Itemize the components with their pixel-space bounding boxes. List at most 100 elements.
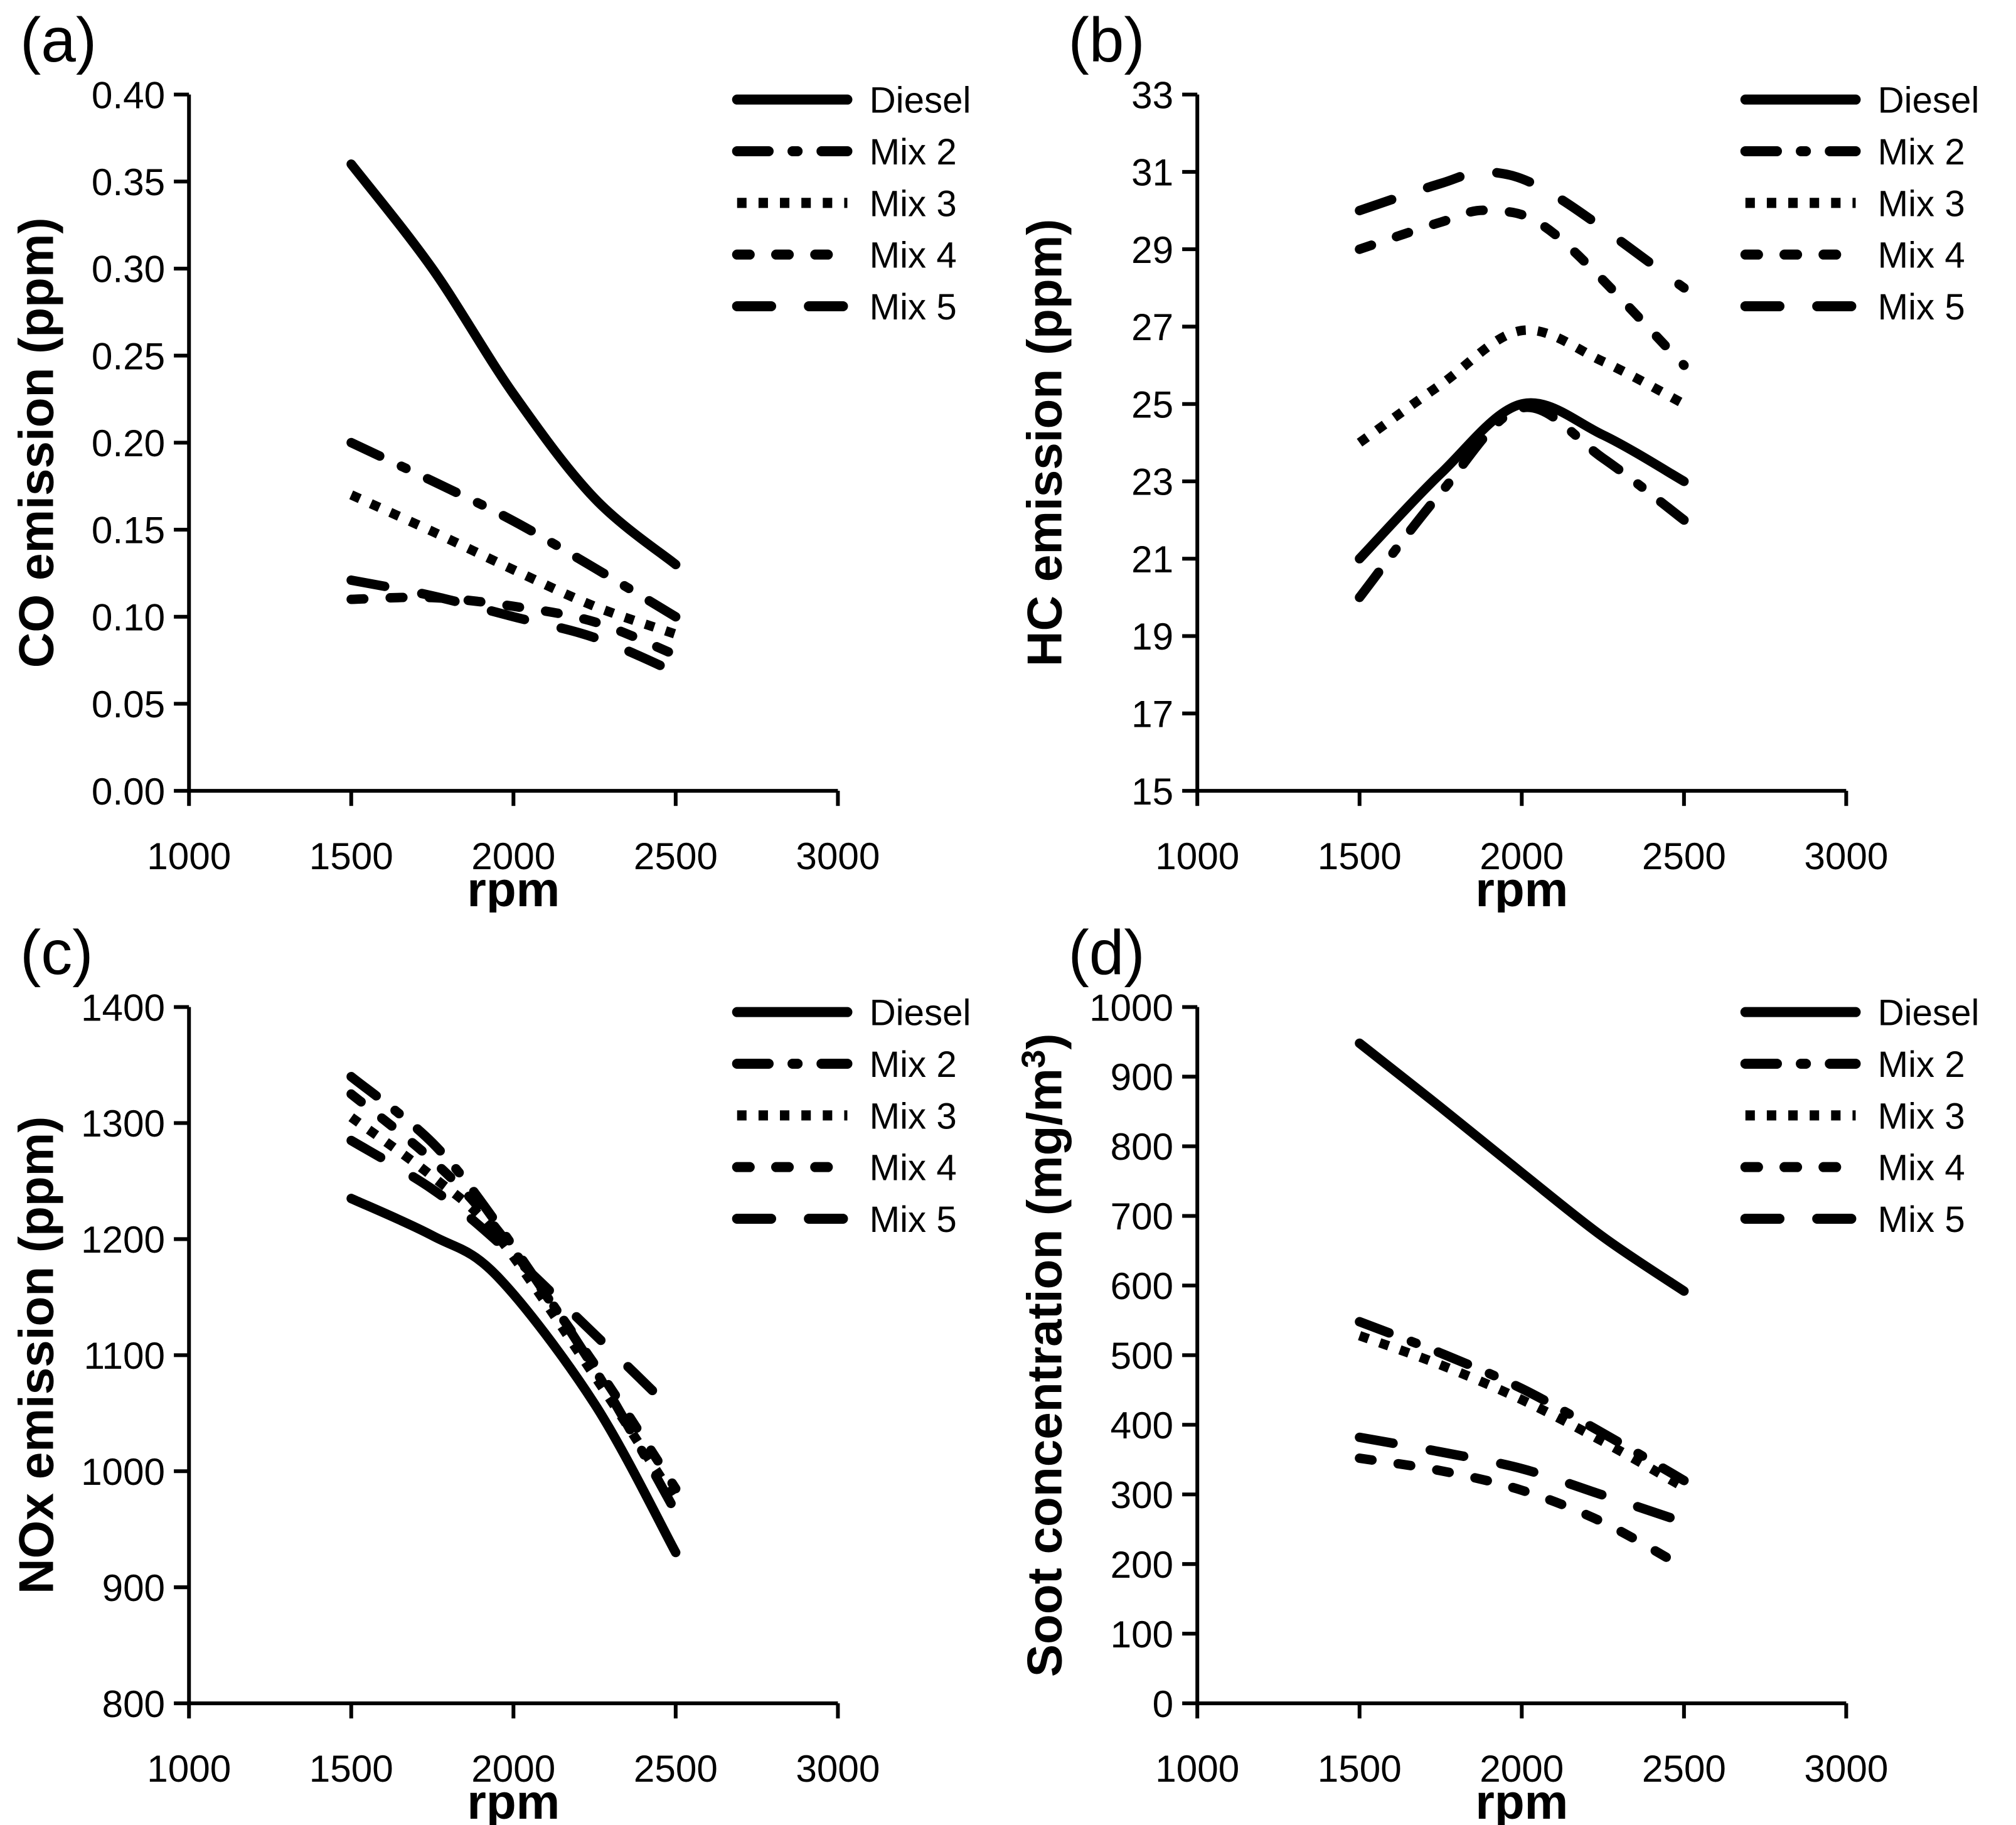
panel-d: (d) 0 100 200 300 400 500 600 700 800 900 1000 1000… — [1008, 912, 2016, 1825]
y-tick-label: 19 — [1131, 615, 1173, 658]
y-tick-label: 800 — [1110, 1125, 1173, 1168]
legend-label: Mix 5 — [1877, 287, 1965, 328]
y-tick-label: 31 — [1131, 151, 1173, 194]
y-axis-title: NOx emission (ppm) — [8, 1116, 63, 1594]
x-tick-label: 1000 — [147, 1747, 231, 1790]
y-tick-label: 100 — [1110, 1613, 1173, 1656]
y-tick-label: 1400 — [81, 986, 165, 1029]
legend-label: Mix 4 — [870, 235, 957, 276]
series-mix-4 — [351, 597, 676, 655]
y-tick-label: 27 — [1131, 306, 1173, 348]
legend-label: Mix 4 — [1877, 235, 1965, 276]
x-tick-label: 1000 — [147, 835, 231, 877]
y-tick-label: 0.35 — [92, 161, 165, 203]
x-tick-label: 1500 — [309, 1747, 393, 1790]
series-mix-4 — [1359, 210, 1683, 365]
series-mix-4 — [1359, 1458, 1683, 1567]
series-mix-3 — [1359, 330, 1683, 442]
y-tick-label: 1300 — [81, 1102, 165, 1145]
y-tick-label: 15 — [1131, 770, 1173, 813]
x-tick-label: 3000 — [1804, 835, 1888, 877]
legend-label: Mix 4 — [1877, 1147, 1965, 1188]
y-tick-label: 0.05 — [92, 683, 165, 725]
y-tick-label: 0 — [1152, 1683, 1173, 1725]
legend-label: Diesel — [870, 992, 971, 1033]
y-tick-label: 600 — [1110, 1265, 1173, 1307]
x-axis-title: rpm — [1475, 862, 1568, 912]
y-tick-label: 0.20 — [92, 422, 165, 464]
y-tick-label: 0.30 — [92, 248, 165, 291]
y-axis-title: Soot concentration (mg/m3) — [1015, 1033, 1072, 1677]
y-tick-label: 0.00 — [92, 770, 165, 813]
legend-label: Mix 3 — [870, 183, 957, 224]
y-tick-label: 400 — [1110, 1404, 1173, 1447]
y-tick-label: 23 — [1131, 461, 1173, 503]
x-tick-label: 2500 — [1641, 1747, 1725, 1790]
y-tick-label: 21 — [1131, 538, 1173, 581]
y-tick-label: 1000 — [1089, 986, 1173, 1029]
y-tick-label: 0.25 — [92, 334, 165, 377]
x-tick-label: 2500 — [1641, 835, 1725, 877]
y-tick-label: 29 — [1131, 228, 1173, 271]
y-axis-title: HC emission (ppm) — [1016, 219, 1072, 666]
panel-d-chart: 0 100 200 300 400 500 600 700 800 900 1000 1000 1500… — [1008, 912, 2016, 1825]
legend-label: Mix 2 — [870, 1044, 957, 1085]
y-tick-label: 300 — [1110, 1474, 1173, 1516]
x-tick-label: 1000 — [1155, 835, 1239, 877]
y-tick-label: 900 — [1110, 1056, 1173, 1098]
x-tick-label: 3000 — [796, 1747, 880, 1790]
y-tick-label: 33 — [1131, 73, 1173, 116]
panel-c-letter: (c) — [20, 921, 93, 984]
series-diesel — [351, 164, 676, 565]
legend-label: Mix 5 — [870, 287, 957, 328]
panel-b-letter: (b) — [1069, 9, 1145, 72]
y-tick-label: 500 — [1110, 1334, 1173, 1377]
x-tick-label: 3000 — [796, 835, 880, 877]
legend-label: Diesel — [870, 80, 971, 121]
y-tick-label: 25 — [1131, 383, 1173, 425]
y-tick-label: 1200 — [81, 1218, 165, 1261]
legend-label: Mix 3 — [1877, 1096, 1965, 1137]
y-tick-label: 900 — [102, 1566, 166, 1609]
legend-label: Mix 5 — [1877, 1199, 1965, 1240]
panel-a: (a) 0.00 0.05 0.10 0.15 0.20 0.25 0.30 0.35 0.40… — [0, 0, 1008, 912]
x-tick-label: 2500 — [634, 835, 718, 877]
x-tick-label: 2500 — [634, 1747, 718, 1790]
legend-label: Mix 5 — [870, 1199, 957, 1240]
y-axis-title: CO emission (ppm) — [8, 217, 63, 668]
legend-label: Mix 2 — [870, 132, 957, 173]
legend-label: Mix 4 — [870, 1147, 957, 1188]
y-tick-label: 1000 — [81, 1450, 165, 1493]
x-axis-title: rpm — [467, 1774, 560, 1825]
legend-label: Diesel — [1877, 80, 1979, 121]
y-tick-label: 17 — [1131, 693, 1173, 736]
y-tick-label: 0.40 — [92, 73, 165, 116]
x-axis-title: rpm — [467, 862, 560, 912]
legend-label: Mix 2 — [1877, 1044, 1965, 1085]
x-tick-label: 1000 — [1155, 1747, 1239, 1790]
y-tick-label: 700 — [1110, 1195, 1173, 1238]
x-tick-label: 3000 — [1804, 1747, 1888, 1790]
panel-d-letter: (d) — [1069, 921, 1145, 984]
x-tick-label: 1500 — [309, 835, 393, 877]
series-mix-5 — [351, 1140, 676, 1413]
x-tick-label: 1500 — [1317, 1747, 1401, 1790]
panel-a-letter: (a) — [20, 9, 97, 72]
series-diesel — [1359, 1043, 1683, 1291]
y-tick-label: 0.15 — [92, 509, 165, 552]
legend-label: Mix 3 — [1877, 183, 1965, 224]
series-diesel — [351, 1199, 676, 1553]
legend-label: Mix 2 — [1877, 132, 1965, 173]
legend-label: Diesel — [1877, 992, 1979, 1033]
y-tick-label: 800 — [102, 1683, 166, 1725]
series-mix-3 — [351, 1117, 676, 1500]
x-axis-title: rpm — [1475, 1774, 1568, 1825]
legend-label: Mix 3 — [870, 1096, 957, 1137]
y-tick-label: 200 — [1110, 1543, 1173, 1586]
y-tick-label: 0.10 — [92, 596, 165, 638]
